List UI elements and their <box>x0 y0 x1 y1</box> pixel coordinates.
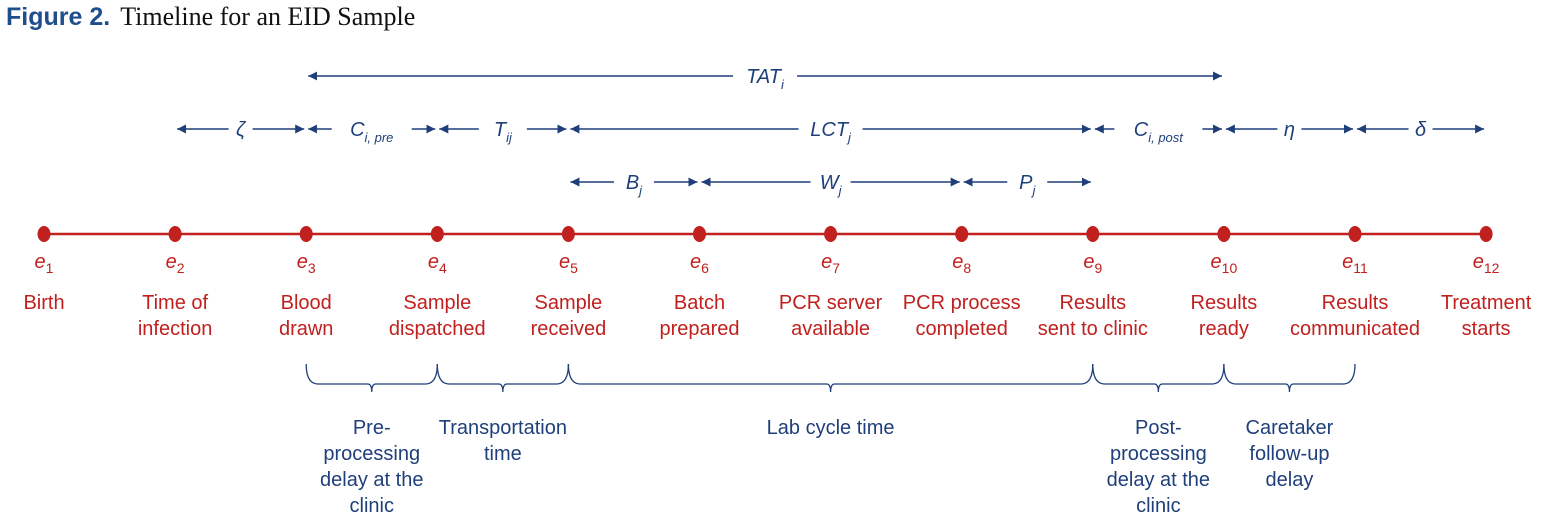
event-symbol: e12 <box>1473 251 1500 276</box>
brace <box>1223 363 1356 393</box>
event-label: infection <box>138 318 213 340</box>
brace-label: delay <box>1266 469 1314 491</box>
interval-label: Ci, post <box>1134 119 1185 145</box>
event-symbol: e7 <box>821 251 840 276</box>
interval-label: LCTj <box>810 119 852 145</box>
event-label: received <box>531 318 607 340</box>
figure-label: Figure 2. <box>6 3 111 31</box>
event-marker <box>1479 226 1493 242</box>
event-marker <box>430 226 444 242</box>
interval-label: Ci, pre <box>350 119 393 145</box>
figure-caption: Figure 2. Timeline for an EID Sample <box>6 2 415 32</box>
brace <box>567 363 1094 393</box>
brace-label: Transportation <box>439 417 567 439</box>
interval-label: ζ <box>236 119 247 141</box>
event-marker <box>37 226 51 242</box>
event-symbol: e3 <box>297 251 316 276</box>
interval-label: TATi <box>746 66 785 92</box>
event-label: sent to clinic <box>1038 318 1148 340</box>
event-marker <box>1348 226 1362 242</box>
brace-label: delay at the <box>320 469 423 491</box>
event-symbol: e11 <box>1342 251 1368 276</box>
event-label: Results <box>1322 292 1389 314</box>
event-label: Treatment <box>1441 292 1532 314</box>
event-symbol: e9 <box>1083 251 1102 276</box>
event-marker <box>1217 226 1231 242</box>
event-label: Results <box>1191 292 1258 314</box>
brace-label: processing <box>323 443 420 465</box>
brace-label: Caretaker <box>1246 417 1334 439</box>
event-label: Sample <box>534 292 602 314</box>
event-label: communicated <box>1290 318 1420 340</box>
brace <box>1092 363 1225 393</box>
brace-label: time <box>484 443 522 465</box>
event-label: Results <box>1059 292 1126 314</box>
brace-label: Lab cycle time <box>767 417 895 439</box>
event-marker <box>168 226 182 242</box>
event-marker <box>693 226 706 242</box>
event-label: Birth <box>23 292 64 314</box>
interval-label: Tij <box>494 119 513 145</box>
event-label: starts <box>1462 318 1511 340</box>
brace-label: processing <box>1110 443 1207 465</box>
event-label: PCR server <box>779 292 883 314</box>
event-symbol: e4 <box>428 251 447 276</box>
interval-label: η <box>1284 119 1295 141</box>
figure-title: Timeline for an EID Sample <box>120 2 416 31</box>
interval-label: Wj <box>820 172 843 198</box>
event-label: Batch <box>674 292 725 314</box>
brace-label: delay at the <box>1107 469 1210 491</box>
interval-label: Bj <box>626 172 643 198</box>
event-label: dispatched <box>389 318 486 340</box>
brace-label: Pre- <box>353 417 391 439</box>
event-symbol: e6 <box>690 251 709 276</box>
event-label: PCR process <box>903 292 1021 314</box>
event-symbol: e2 <box>166 251 185 276</box>
event-marker <box>1086 226 1100 242</box>
brace <box>436 363 570 393</box>
event-label: prepared <box>659 318 739 340</box>
event-label: Blood <box>281 292 332 314</box>
event-label: completed <box>916 318 1008 340</box>
event-label: Sample <box>403 292 471 314</box>
timeline-axis: e1 Birth e2 Time of infection e3 Blood drawn e4 S… <box>23 226 1532 340</box>
event-symbol: e1 <box>35 251 54 276</box>
interval-label: Pj <box>1019 172 1036 198</box>
brace-label: follow-up <box>1249 443 1329 465</box>
event-label: Time of <box>142 292 208 314</box>
event-label: ready <box>1199 318 1249 340</box>
event-label: drawn <box>279 318 333 340</box>
event-marker <box>299 226 313 242</box>
event-label: available <box>791 318 870 340</box>
event-marker <box>824 226 838 242</box>
event-symbol: e8 <box>952 251 971 276</box>
interval-braces: Pre-processing delay at the clinic Transpor… <box>305 363 1356 517</box>
event-symbol: e5 <box>559 251 578 276</box>
event-marker <box>561 226 575 242</box>
interval-arrows: TATi ζ Ci, pre Tij LCTj Ci, post η δ Bj Wj Pj <box>177 66 1485 198</box>
brace-label: Post- <box>1135 417 1182 439</box>
event-symbol: e10 <box>1211 251 1238 276</box>
interval-label: δ <box>1415 119 1427 141</box>
brace <box>305 363 438 393</box>
event-marker <box>955 226 969 242</box>
brace-label: clinic <box>1136 495 1180 517</box>
brace-label: clinic <box>350 495 394 517</box>
